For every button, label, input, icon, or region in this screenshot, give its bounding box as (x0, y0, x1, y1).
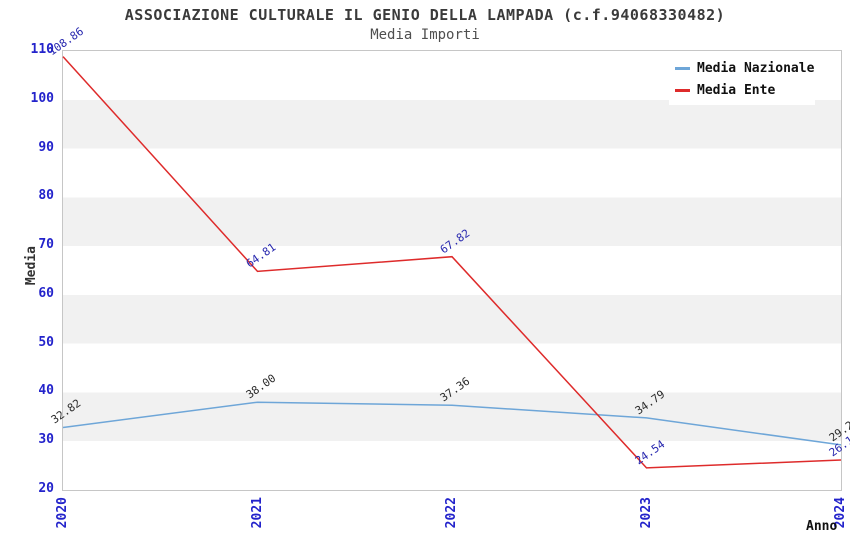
y-tick-label: 40 (38, 383, 54, 399)
plot-area (62, 50, 842, 491)
legend-item: Media Nazionale (675, 61, 814, 76)
series-line-media-ente (62, 56, 842, 469)
legend-label: Media Ente (697, 83, 776, 98)
chart-subtitle: Media Importi (370, 27, 480, 43)
legend-item: Media Ente (675, 83, 809, 98)
y-tick-label: 110 (30, 42, 54, 57)
legend: Media Nazionale Media Ente (669, 54, 815, 105)
series-line-media-nazionale (62, 401, 842, 446)
y-axis-title: Media (24, 246, 39, 286)
y-tick-label: 20 (38, 481, 54, 496)
x-tick-label: 2022 (444, 497, 459, 529)
y-tick-label: 80 (38, 188, 54, 204)
x-tick-label: 2023 (638, 497, 654, 529)
y-tick-label: 100 (30, 90, 54, 106)
line-series-svg (62, 56, 842, 469)
y-tick-label: 60 (38, 285, 54, 301)
legend-swatch (675, 89, 690, 92)
y-tick-label: 50 (38, 334, 54, 350)
y-tick-label: 70 (38, 237, 54, 253)
chart-title: ASSOCIAZIONE CULTURALE IL GENIO DELLA LA… (124, 6, 726, 24)
legend-swatch (675, 67, 690, 70)
y-tick-label: 90 (38, 139, 54, 155)
legend-label: Media Nazionale (697, 61, 815, 76)
x-tick-label: 2020 (55, 497, 70, 529)
y-tick-label: 30 (38, 432, 54, 448)
x-tick-label: 2021 (249, 497, 265, 529)
x-axis-title: Anno (806, 519, 838, 534)
